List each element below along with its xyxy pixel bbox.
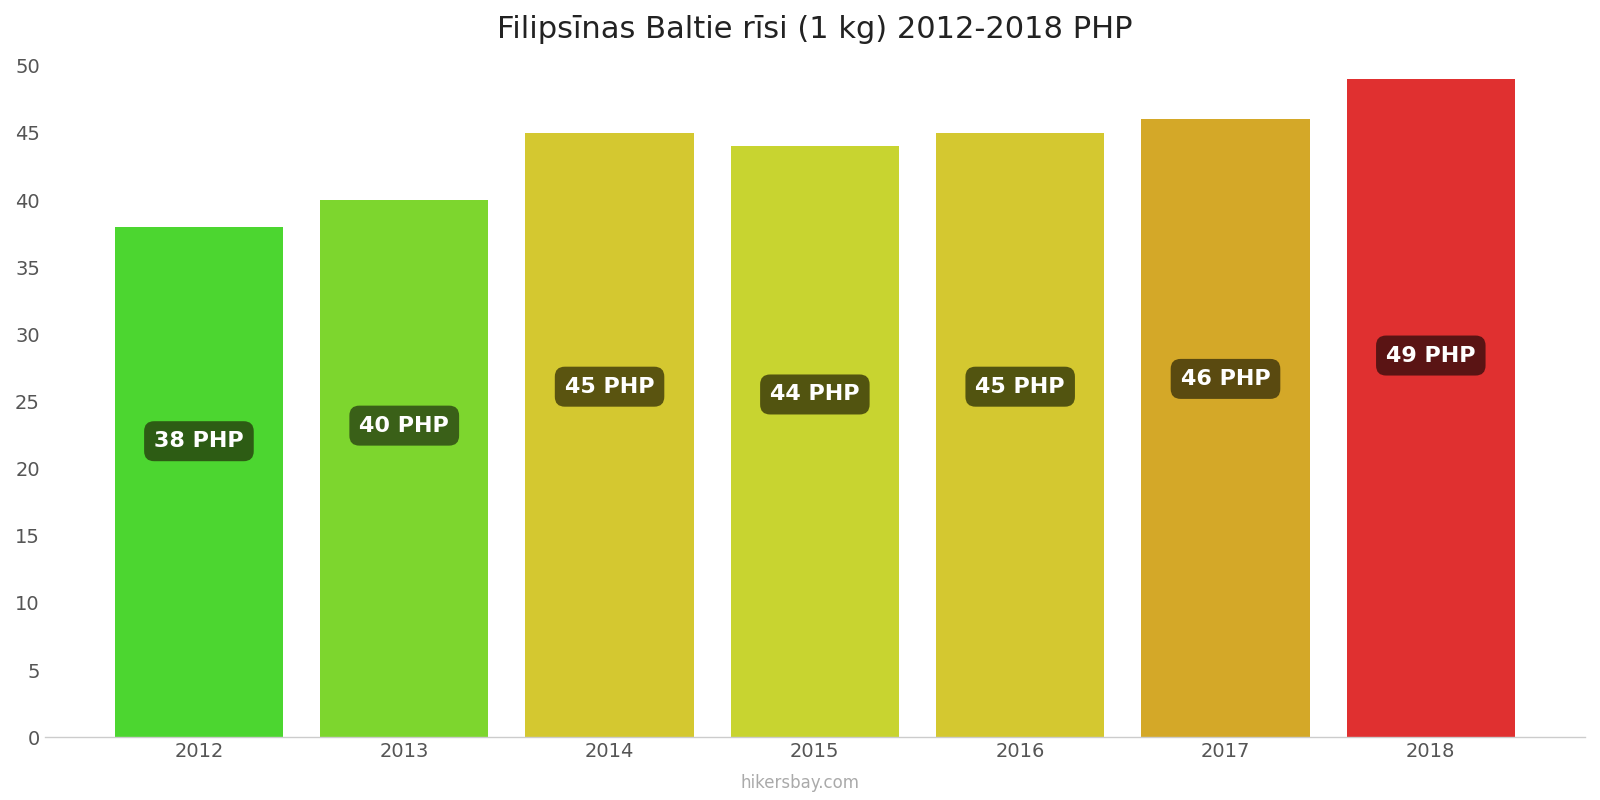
Text: 44 PHP: 44 PHP <box>770 385 859 405</box>
Text: hikersbay.com: hikersbay.com <box>741 774 859 792</box>
Text: 38 PHP: 38 PHP <box>154 431 243 451</box>
Bar <box>936 133 1104 737</box>
Bar <box>1347 79 1515 737</box>
Text: 45 PHP: 45 PHP <box>976 377 1066 397</box>
Bar <box>731 146 899 737</box>
Text: 40 PHP: 40 PHP <box>360 416 450 436</box>
Text: 49 PHP: 49 PHP <box>1386 346 1475 366</box>
Bar <box>1141 119 1310 737</box>
Title: Filipsīnas Baltie rīsi (1 kg) 2012-2018 PHP: Filipsīnas Baltie rīsi (1 kg) 2012-2018 … <box>498 15 1133 44</box>
Text: 46 PHP: 46 PHP <box>1181 369 1270 389</box>
Bar <box>525 133 694 737</box>
Bar <box>320 200 488 737</box>
Bar <box>115 227 283 737</box>
Text: 45 PHP: 45 PHP <box>565 377 654 397</box>
